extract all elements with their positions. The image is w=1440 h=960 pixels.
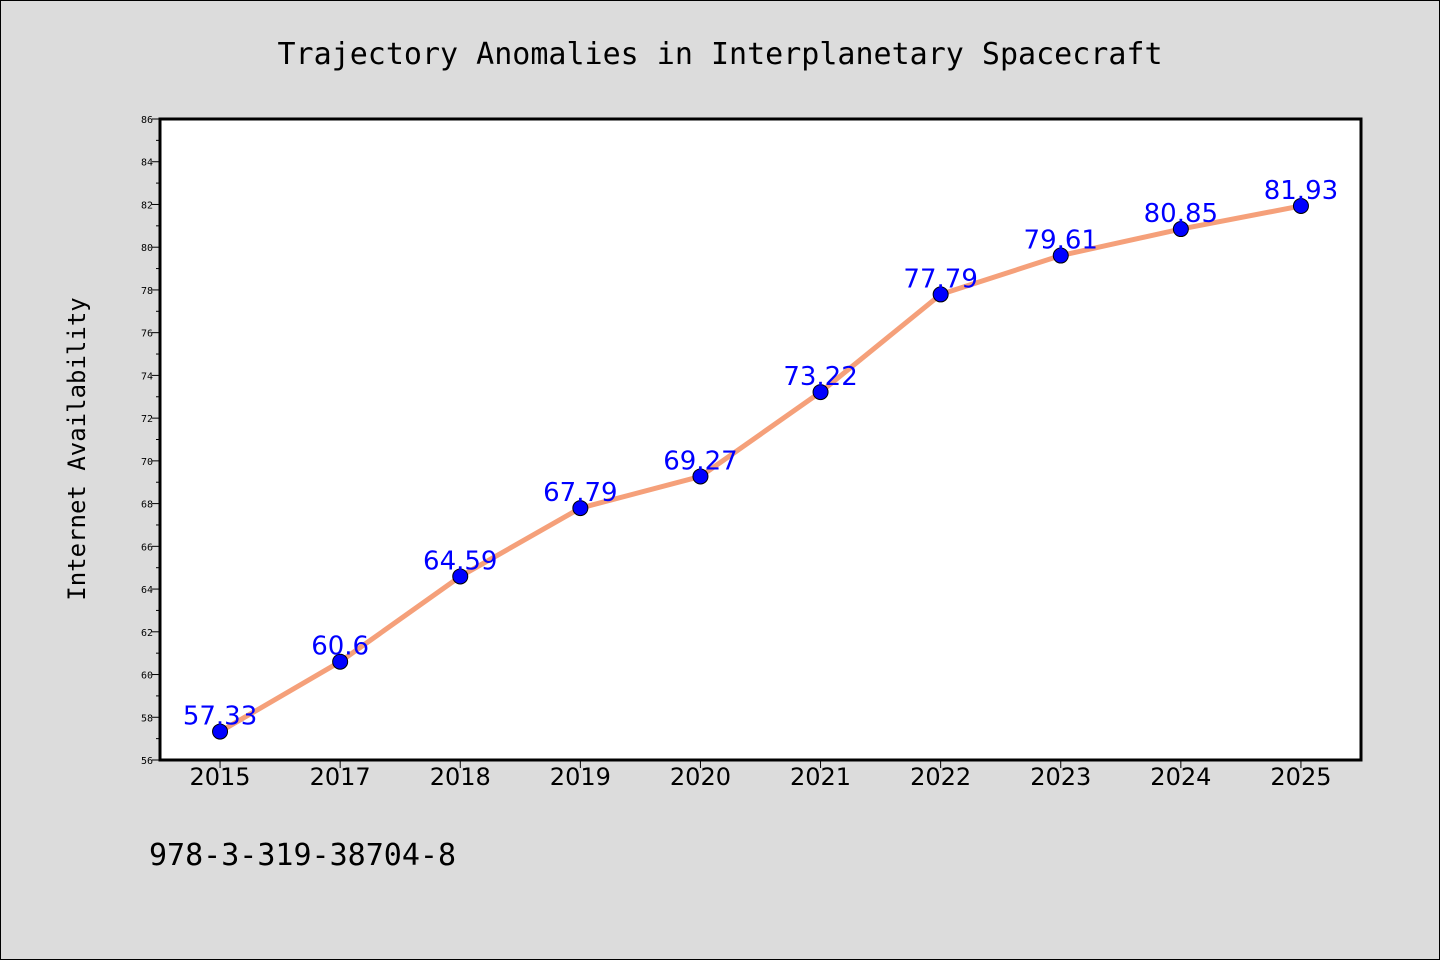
plot-area bbox=[160, 119, 1361, 760]
data-label: 67.79 bbox=[543, 478, 617, 508]
data-label: 69.27 bbox=[663, 446, 737, 476]
data-label: 73.22 bbox=[783, 362, 857, 392]
data-point bbox=[212, 723, 229, 740]
x-tick-label: 2015 bbox=[190, 763, 251, 791]
y-tick-label: 62 bbox=[141, 628, 153, 639]
y-tick-label: 66 bbox=[141, 542, 153, 553]
y-tick-label: 82 bbox=[141, 200, 153, 211]
y-tick-label: 80 bbox=[141, 243, 153, 254]
x-tick-label: 2019 bbox=[550, 763, 611, 791]
y-tick-label: 68 bbox=[141, 500, 153, 511]
data-point bbox=[932, 286, 949, 303]
y-axis: 56 58 60 62 64 66 68 70 72 74 76 78 80 82 84 86 bbox=[141, 115, 160, 767]
y-tick-label: 60 bbox=[141, 671, 153, 682]
y-tick-label: 64 bbox=[141, 585, 153, 596]
x-axis: 2015 2017 2018 2019 2020 2021 2022 2023 2024 2025 bbox=[190, 760, 1331, 791]
x-tick-label: 2025 bbox=[1270, 763, 1331, 791]
data-label: 81.93 bbox=[1264, 176, 1338, 206]
y-tick-label: 58 bbox=[141, 713, 153, 724]
x-tick-label: 2022 bbox=[910, 763, 971, 791]
x-tick-label: 2024 bbox=[1150, 763, 1211, 791]
plot-frame bbox=[158, 117, 1363, 762]
data-point bbox=[1052, 247, 1069, 264]
data-point bbox=[452, 568, 469, 585]
data-label: 57.33 bbox=[183, 702, 257, 732]
x-tick-label: 2020 bbox=[670, 763, 731, 791]
data-label: 64.59 bbox=[423, 546, 497, 576]
data-labels: 57.33 60.6 64.59 67.79 69.27 73.22 77.79 79.61 8… bbox=[183, 176, 1338, 732]
data-point bbox=[332, 653, 349, 670]
y-tick-label: 74 bbox=[141, 371, 153, 382]
x-tick-label: 2021 bbox=[790, 763, 851, 791]
y-tick-label: 84 bbox=[141, 158, 153, 169]
y-tick-label: 78 bbox=[141, 286, 153, 297]
x-tick-label: 2023 bbox=[1030, 763, 1091, 791]
data-point bbox=[572, 500, 589, 517]
series-line bbox=[218, 203, 1302, 734]
footer-code: 978-3-319-38704-8 bbox=[149, 838, 456, 873]
data-markers bbox=[212, 197, 1309, 740]
data-label: 77.79 bbox=[903, 264, 977, 294]
data-label: 80.85 bbox=[1144, 199, 1218, 229]
y-tick-label: 72 bbox=[141, 414, 153, 425]
data-point bbox=[1172, 221, 1189, 238]
data-label: 60.6 bbox=[311, 632, 369, 662]
data-point bbox=[812, 384, 829, 401]
data-label: 79.61 bbox=[1024, 226, 1098, 256]
x-tick-label: 2018 bbox=[430, 763, 491, 791]
y-axis-label: Internet Availability bbox=[63, 297, 91, 600]
y-tick-label: 76 bbox=[141, 329, 153, 340]
data-point bbox=[692, 468, 709, 485]
y-tick-label: 70 bbox=[141, 457, 153, 468]
x-tick-label: 2017 bbox=[310, 763, 371, 791]
y-tick-label: 56 bbox=[141, 756, 153, 767]
chart-title: Trajectory Anomalies in Interplanetary S… bbox=[277, 37, 1162, 72]
y-tick-label: 86 bbox=[141, 115, 153, 126]
data-point bbox=[1292, 197, 1309, 214]
